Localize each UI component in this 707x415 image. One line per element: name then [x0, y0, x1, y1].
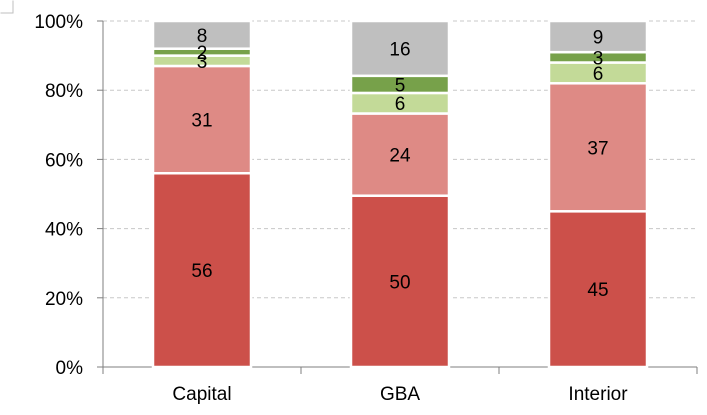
bar-segment — [151, 64, 253, 175]
data-label: 6 — [593, 64, 604, 85]
y-tick-label: 20% — [45, 289, 83, 310]
data-label: 45 — [587, 280, 608, 301]
data-label: 9 — [593, 28, 604, 49]
bar-segment — [349, 112, 451, 197]
bar-segment — [547, 210, 649, 369]
data-label: 8 — [197, 26, 208, 47]
data-label: 3 — [593, 48, 604, 69]
data-label: 5 — [395, 75, 406, 96]
data-label: 3 — [197, 52, 208, 73]
bar-segment — [547, 82, 649, 213]
data-label: 56 — [191, 261, 212, 282]
bars — [151, 19, 649, 369]
y-tick-label: 80% — [45, 81, 83, 102]
data-label: 31 — [191, 111, 212, 132]
data-label: 6 — [395, 94, 406, 115]
data-label: 16 — [389, 39, 410, 60]
bar-segment — [349, 19, 451, 78]
bar-segment — [547, 19, 649, 54]
data-label: 2 — [197, 43, 208, 64]
x-category-label: Capital — [172, 384, 231, 405]
y-tick-label: 60% — [45, 150, 83, 171]
y-tick-label: 0% — [56, 358, 84, 379]
x-category-label: Interior — [568, 384, 628, 405]
bar-segment — [151, 19, 253, 50]
frame-corner — [0, 0, 14, 14]
x-category-label: GBA — [380, 384, 420, 405]
data-label: 24 — [389, 146, 411, 167]
data-label: 50 — [389, 272, 410, 293]
axes: 0% 20% 40% 60% 80% 100% Capital GBA Interior — [34, 12, 698, 405]
bar-segment — [151, 171, 253, 369]
y-tick-label: 100% — [34, 12, 83, 33]
data-label: 37 — [587, 138, 608, 159]
y-tick-label: 40% — [45, 220, 83, 241]
